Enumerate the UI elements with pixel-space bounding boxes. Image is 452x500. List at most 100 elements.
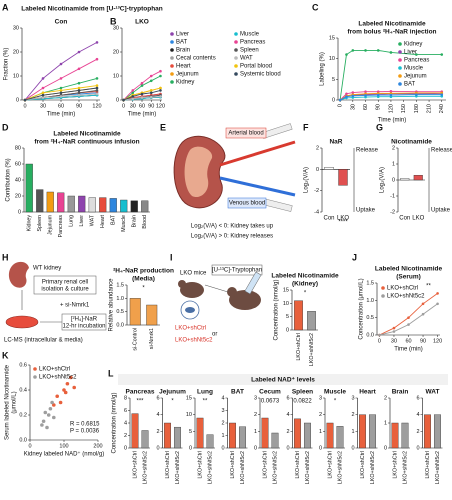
y-axis-label: Relative abundance xyxy=(109,278,115,332)
x-tick-label: LKO xyxy=(412,216,424,222)
y-tick-label: 4 xyxy=(156,412,159,418)
figure-title: Labeled NAD⁺ levels xyxy=(251,377,315,384)
y-tick-label: 0 xyxy=(332,97,335,103)
bar xyxy=(326,422,334,449)
y-axis-label: Labeling (%) xyxy=(320,52,326,86)
y-tick-label: 0 xyxy=(221,445,224,451)
chart-title: Muscle xyxy=(324,389,346,396)
bar xyxy=(141,200,149,213)
data-point xyxy=(159,86,162,90)
annotation: P = 0.0036 xyxy=(70,429,100,435)
x-tick-label: LKO xyxy=(337,216,349,222)
series-line xyxy=(379,303,438,336)
legend-label: Spleen xyxy=(240,48,259,54)
y-tick-label: 2 xyxy=(221,420,224,426)
diagram-label: or xyxy=(212,332,217,338)
y-tick-label: 1.5 xyxy=(116,282,124,288)
data-point xyxy=(131,95,135,98)
data-point xyxy=(59,91,63,95)
data-point xyxy=(77,50,81,54)
x-tick-label: BAT xyxy=(111,214,117,225)
y-tick-label: -2 xyxy=(390,209,395,215)
annotation: R = 0.6815 xyxy=(70,422,100,428)
data-point xyxy=(41,93,45,97)
y-axis-label: Log₂(V/A) xyxy=(304,167,310,193)
y-tick-label: 10 xyxy=(113,73,119,79)
legend-label: Jejunum xyxy=(176,72,199,78)
data-point xyxy=(41,86,45,90)
chart-title: Brain xyxy=(392,389,409,396)
chart-title: Nicotinamide xyxy=(391,139,432,146)
data-point xyxy=(389,93,393,97)
data-point xyxy=(376,49,380,52)
data-point xyxy=(421,312,425,316)
annotation: * xyxy=(171,399,174,405)
legend-swatch xyxy=(234,32,238,36)
y-tick-label: 0.0 xyxy=(116,322,124,328)
chart-title: Jejunum xyxy=(159,389,186,396)
y-tick-label: 10 xyxy=(329,56,335,62)
y-tick-label: 0 xyxy=(156,445,159,451)
legend-label: BAT xyxy=(404,82,416,88)
bar xyxy=(324,166,334,170)
chart-title: Labeled Nicotinamide xyxy=(271,273,339,280)
diagram-label: 12-hr incubation xyxy=(62,324,105,330)
y-tick-label: -2 xyxy=(314,188,319,194)
data-point xyxy=(436,302,439,306)
y-axis-label: (μmol/L) xyxy=(12,391,18,413)
legend-swatch xyxy=(170,56,174,60)
x-tick-label: Blood xyxy=(142,215,148,229)
x-tick-label: LKO+shCtrl xyxy=(360,451,366,479)
y-tick-label: 0 xyxy=(416,445,419,451)
x-tick-label: LKO+shCtrl xyxy=(295,451,301,479)
y-tick-label: 20 xyxy=(13,49,19,55)
bar xyxy=(336,426,344,449)
y-tick-label: 10 xyxy=(283,301,289,307)
data-point xyxy=(52,415,56,420)
chart-title: Spleen xyxy=(292,389,313,396)
y-tick-label: 0.6 xyxy=(19,362,27,368)
legend-label: Liver xyxy=(404,50,417,56)
panel-letter: K xyxy=(2,350,9,360)
data-point xyxy=(338,98,342,102)
side-label: Release xyxy=(356,148,379,154)
y-tick-label: 1 xyxy=(319,429,322,435)
x-tick-label: LKO+shCtrl xyxy=(230,451,236,479)
data-point xyxy=(159,95,162,98)
x-tick-label: 120 xyxy=(388,104,394,113)
legend-swatch xyxy=(170,40,174,44)
y-tick-label: 0 xyxy=(18,209,21,215)
x-tick-label: 90 xyxy=(420,338,426,344)
x-axis-label: Time (min) xyxy=(394,347,422,353)
legend-swatch xyxy=(398,82,402,86)
data-point xyxy=(59,62,63,66)
bar xyxy=(401,422,409,449)
diagram-label: [²H₄]-NaR xyxy=(71,317,98,323)
y-tick-label: 6 xyxy=(416,395,419,401)
x-tick-label: Lung xyxy=(69,215,75,227)
data-point xyxy=(55,394,59,399)
data-point xyxy=(351,49,355,52)
x-axis-label: Time (min) xyxy=(378,118,406,124)
x-tick-label: 90 xyxy=(148,103,154,109)
x-tick-label: Kidney xyxy=(27,215,33,232)
y-axis-label: Contribution (%) xyxy=(6,158,12,201)
data-point xyxy=(77,93,81,97)
y-tick-label: 8 xyxy=(124,395,127,401)
data-point xyxy=(59,86,63,90)
legend-label: Kidney xyxy=(404,42,422,48)
bar xyxy=(146,304,158,326)
x-tick-label: 30 xyxy=(391,338,397,344)
y-tick-label: 3 xyxy=(254,395,257,401)
data-point xyxy=(140,84,144,87)
bar xyxy=(359,414,366,449)
legend-swatch xyxy=(398,42,402,46)
panel-letter: D xyxy=(2,122,9,132)
annotation: **** xyxy=(338,220,348,226)
x-tick-label: LKO+shCtrl xyxy=(392,451,398,479)
legend-label: WAT xyxy=(240,56,253,62)
legend-swatch xyxy=(170,64,174,68)
y-tick-label: 30 xyxy=(113,25,119,31)
chart-title: NaR xyxy=(329,139,342,146)
bar xyxy=(294,418,301,449)
